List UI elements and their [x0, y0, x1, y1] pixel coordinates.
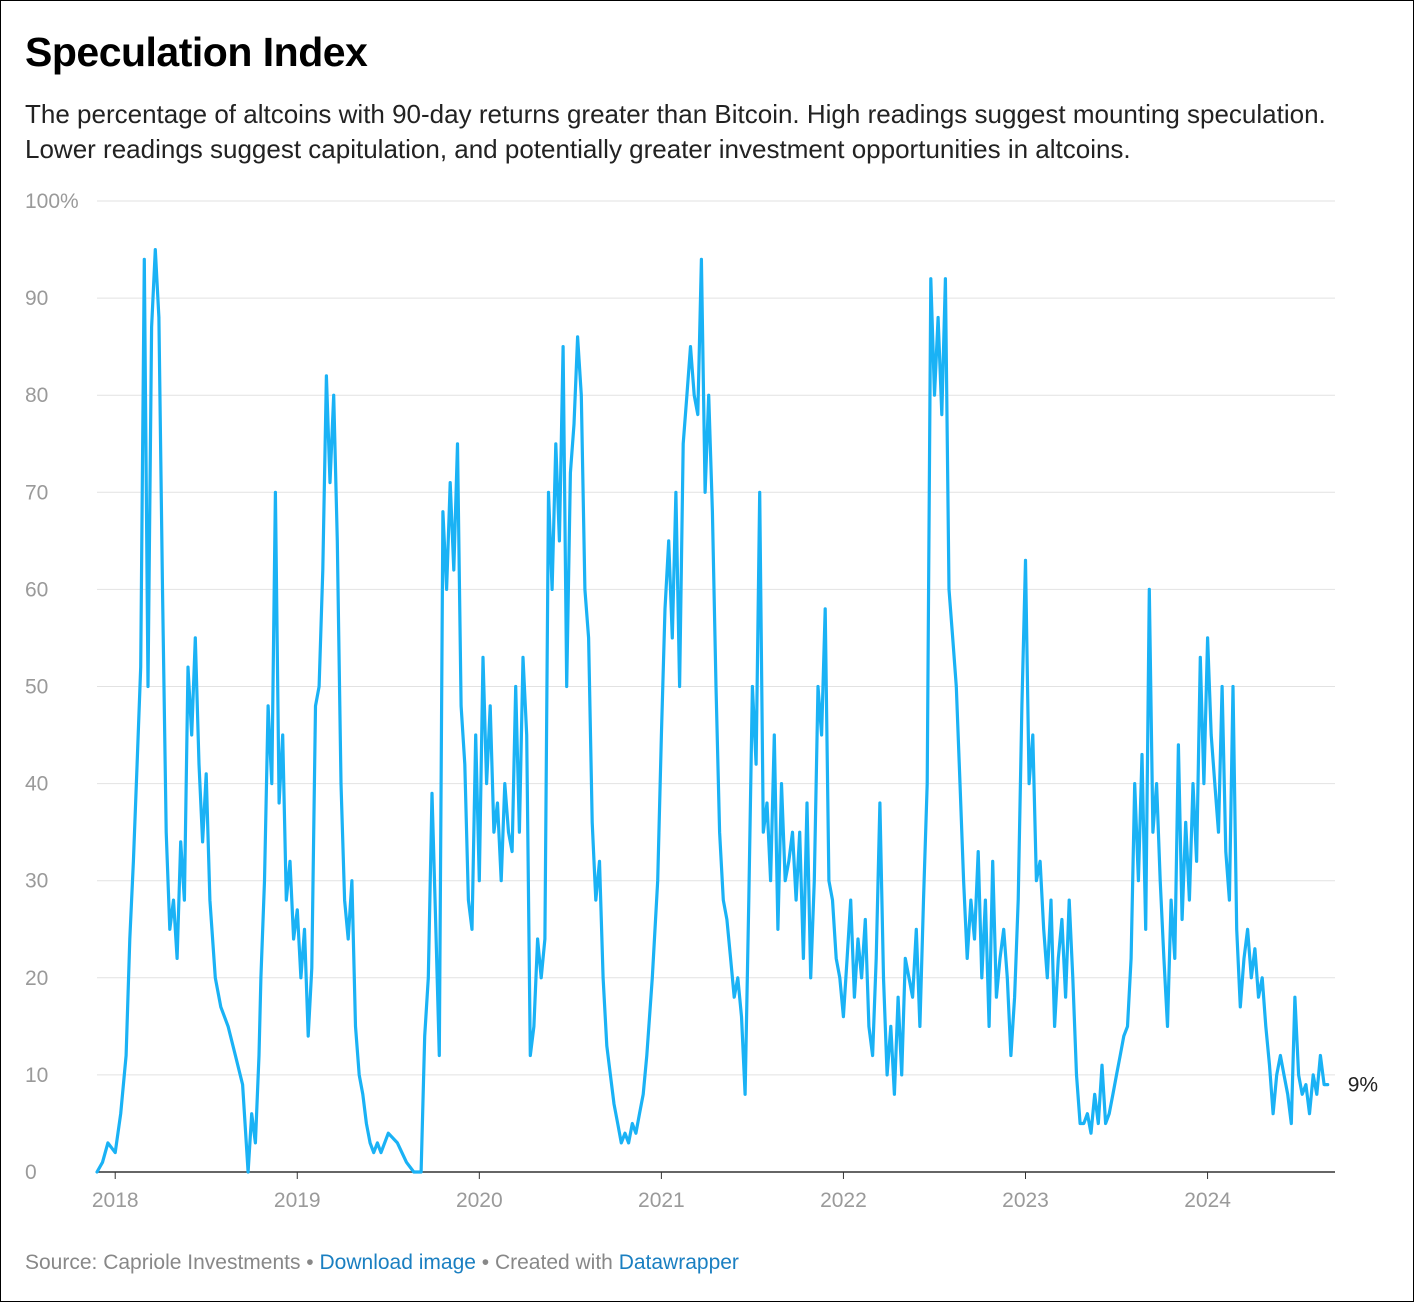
- y-tick-label: 100%: [25, 190, 79, 213]
- speculation-index-line: [95, 248, 1330, 1174]
- y-tick-label: 50: [25, 676, 48, 699]
- x-tick-label: 2019: [274, 1189, 321, 1212]
- x-tick-label: 2018: [92, 1189, 139, 1212]
- y-tick-label: 30: [25, 870, 48, 893]
- y-tick-label: 70: [25, 481, 48, 504]
- x-axis: 2018 2019 2020 2021 2022 2023 2024: [92, 1172, 1231, 1212]
- end-value-label: 9%: [1348, 1074, 1378, 1097]
- chart-title: Speculation Index: [25, 29, 368, 75]
- line-chart: 0 10 20 30 40 50 60 70 80 90 100% 2018 2019 2020 2021…: [25, 190, 1378, 1212]
- y-tick-label: 90: [25, 287, 48, 310]
- chart-subtitle: The percentage of altcoins with 90-day r…: [25, 99, 1326, 164]
- series-layer: [95, 248, 1330, 1174]
- x-tick-label: 2024: [1184, 1189, 1231, 1212]
- download-image-link[interactable]: Download image: [319, 1251, 476, 1274]
- footer-separator: •: [475, 1251, 495, 1274]
- y-axis: 0 10 20 30 40 50 60 70 80 90 100%: [25, 190, 79, 1184]
- x-tick-label: 2021: [638, 1189, 685, 1212]
- y-tick-label: 20: [25, 967, 48, 990]
- x-tick-label: 2020: [456, 1189, 503, 1212]
- datawrapper-link[interactable]: Datawrapper: [618, 1251, 739, 1274]
- y-tick-label: 10: [25, 1064, 48, 1087]
- footer: Source: Capriole Investments • Download …: [25, 1251, 739, 1275]
- y-tick-label: 40: [25, 773, 48, 796]
- y-tick-label: 60: [25, 578, 48, 601]
- x-tick-label: 2023: [1002, 1189, 1049, 1212]
- y-tick-label: 0: [25, 1161, 37, 1184]
- y-tick-label: 80: [25, 384, 48, 407]
- x-tick-label: 2022: [820, 1189, 867, 1212]
- created-with-text: Created with: [494, 1251, 613, 1274]
- source-text: Source: Capriole Investments: [25, 1251, 301, 1274]
- footer-separator: •: [300, 1251, 320, 1274]
